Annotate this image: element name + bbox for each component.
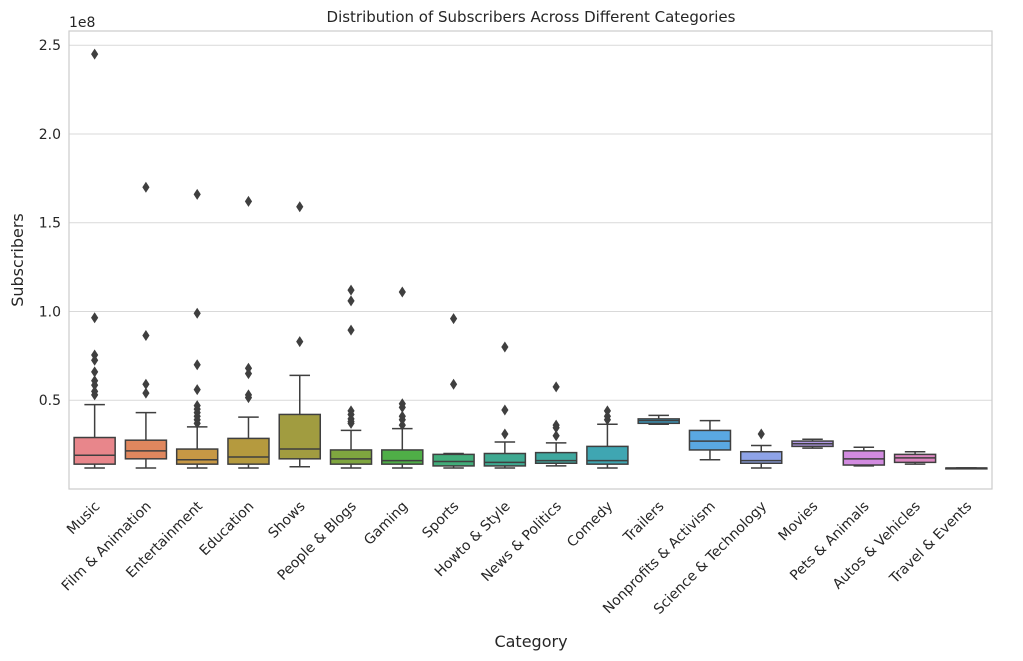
x-tick-label: Comedy bbox=[564, 499, 616, 551]
y-tick-label: 0.5 bbox=[39, 393, 61, 409]
outlier-point bbox=[501, 341, 509, 353]
box-6 bbox=[329, 284, 373, 469]
outlier-point bbox=[91, 354, 99, 366]
y-tick-label: 1.5 bbox=[39, 216, 61, 232]
box-2 bbox=[124, 181, 168, 469]
outlier-point bbox=[193, 359, 201, 371]
x-axis-label: Category bbox=[494, 632, 567, 651]
x-tick-label: Trailers bbox=[620, 499, 668, 547]
box-4 bbox=[227, 195, 270, 469]
outlier-point bbox=[398, 401, 406, 413]
outlier-point bbox=[552, 430, 560, 442]
box-iqr bbox=[73, 436, 116, 465]
outlier-point bbox=[142, 181, 150, 193]
box-iqr bbox=[842, 450, 886, 466]
x-tick-label: Education bbox=[197, 499, 258, 560]
gridlines bbox=[69, 44, 992, 401]
box-iqr bbox=[278, 413, 322, 460]
box-10 bbox=[534, 381, 578, 467]
outlier-point bbox=[449, 378, 458, 390]
chart-title: Distribution of Subscribers Across Diffe… bbox=[327, 8, 736, 26]
x-tick-label: Shows bbox=[265, 499, 308, 542]
y-offset-label: 1e8 bbox=[69, 15, 95, 31]
outlier-point bbox=[193, 188, 201, 200]
outlier-point bbox=[398, 419, 406, 431]
box-7 bbox=[381, 286, 424, 469]
outlier-point bbox=[193, 417, 201, 429]
box-8 bbox=[432, 313, 475, 469]
outlier-point bbox=[244, 195, 253, 207]
outlier-point bbox=[296, 336, 304, 348]
box-3 bbox=[175, 188, 219, 469]
outlier-point bbox=[347, 324, 355, 336]
outlier-point bbox=[398, 286, 406, 298]
outlier-point bbox=[347, 295, 355, 307]
outlier-point bbox=[347, 284, 355, 296]
outlier-point bbox=[91, 389, 99, 401]
outlier-point bbox=[91, 366, 99, 378]
outlier-point bbox=[91, 312, 99, 324]
x-tick-label: Gaming bbox=[361, 499, 411, 549]
box-iqr bbox=[688, 429, 732, 451]
outlier-point bbox=[757, 428, 765, 440]
y-axis-label: Subscribers bbox=[8, 213, 27, 307]
outlier-point bbox=[552, 381, 560, 393]
box-18 bbox=[945, 467, 988, 470]
x-tick-label: Sports bbox=[419, 499, 462, 542]
outlier-point bbox=[91, 48, 99, 60]
outlier-point bbox=[603, 414, 612, 426]
box-iqr bbox=[739, 450, 783, 465]
box-iqr bbox=[175, 448, 219, 465]
outlier-point bbox=[142, 387, 150, 399]
box-11 bbox=[586, 405, 629, 469]
outlier-point bbox=[193, 307, 201, 319]
y-tick-label: 1.0 bbox=[39, 304, 61, 320]
box-9 bbox=[483, 341, 527, 469]
box-iqr bbox=[124, 439, 168, 460]
y-tick-label: 2.5 bbox=[39, 38, 61, 54]
outlier-point bbox=[449, 313, 458, 325]
outlier-point bbox=[501, 404, 509, 416]
boxes bbox=[73, 48, 988, 470]
box-iqr bbox=[432, 453, 475, 467]
outlier-point bbox=[552, 422, 560, 434]
y-tick-labels: 0.5 1.0 1.5 2.0 2.5 bbox=[39, 38, 61, 409]
outlier-point bbox=[142, 329, 150, 341]
outlier-point bbox=[244, 392, 253, 404]
x-tick-label: Autos & Vehicles bbox=[830, 499, 924, 593]
box-iqr bbox=[586, 445, 629, 465]
outlier-point bbox=[296, 201, 304, 213]
box-13 bbox=[688, 419, 732, 461]
box-5 bbox=[278, 201, 322, 468]
outlier-point bbox=[501, 428, 509, 440]
plot-frame bbox=[68, 30, 993, 490]
y-tick-label: 2.0 bbox=[39, 127, 61, 143]
box-1 bbox=[73, 48, 116, 469]
outlier-point bbox=[142, 378, 150, 390]
box-14 bbox=[739, 428, 783, 469]
outlier-point bbox=[193, 384, 201, 396]
outlier-point bbox=[244, 368, 253, 380]
box-17 bbox=[893, 450, 937, 465]
box-iqr bbox=[483, 452, 527, 467]
box-iqr bbox=[534, 451, 578, 465]
outlier-point bbox=[347, 417, 355, 429]
box-iqr bbox=[227, 437, 270, 465]
x-tick-label: Movies bbox=[776, 499, 822, 545]
x-tick-label: Film & Animation bbox=[59, 499, 155, 595]
box-16 bbox=[842, 446, 886, 467]
box-iqr bbox=[381, 449, 424, 465]
outlier-point bbox=[91, 379, 99, 391]
box-iqr bbox=[329, 449, 373, 465]
x-tick-label: Music bbox=[64, 499, 103, 538]
box-12 bbox=[637, 414, 680, 425]
box-15 bbox=[791, 438, 834, 449]
